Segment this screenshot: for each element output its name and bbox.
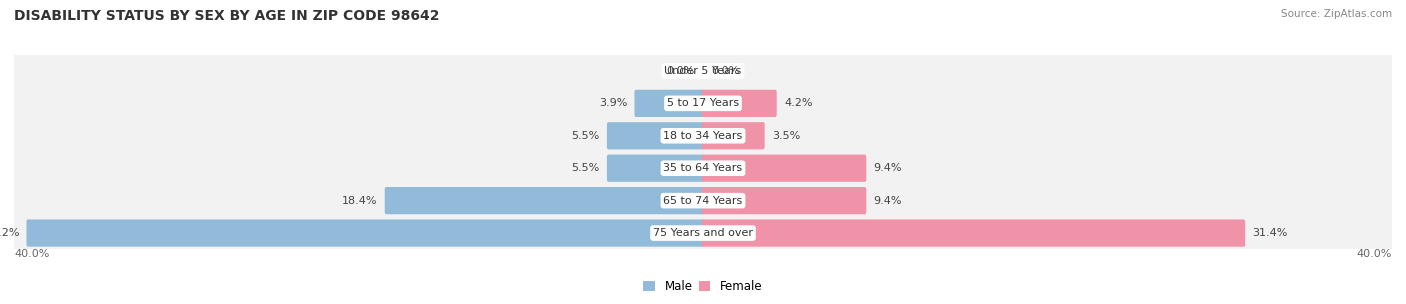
- FancyBboxPatch shape: [27, 219, 704, 247]
- Text: 40.0%: 40.0%: [14, 249, 49, 259]
- FancyBboxPatch shape: [10, 48, 1396, 94]
- FancyBboxPatch shape: [702, 219, 1246, 247]
- FancyBboxPatch shape: [10, 178, 1396, 224]
- Text: 75 Years and over: 75 Years and over: [652, 228, 754, 238]
- FancyBboxPatch shape: [385, 187, 704, 214]
- Text: 9.4%: 9.4%: [873, 163, 903, 173]
- Text: 65 to 74 Years: 65 to 74 Years: [664, 196, 742, 206]
- FancyBboxPatch shape: [8, 174, 1398, 227]
- Text: 3.5%: 3.5%: [772, 131, 800, 141]
- FancyBboxPatch shape: [8, 109, 1398, 162]
- FancyBboxPatch shape: [8, 77, 1398, 130]
- FancyBboxPatch shape: [634, 90, 704, 117]
- Text: 40.0%: 40.0%: [1357, 249, 1392, 259]
- Legend: Male, Female: Male, Female: [638, 275, 768, 298]
- Text: 0.0%: 0.0%: [711, 66, 740, 76]
- FancyBboxPatch shape: [702, 155, 866, 182]
- Text: 9.4%: 9.4%: [873, 196, 903, 206]
- FancyBboxPatch shape: [10, 113, 1396, 159]
- Text: 35 to 64 Years: 35 to 64 Years: [664, 163, 742, 173]
- Text: Source: ZipAtlas.com: Source: ZipAtlas.com: [1281, 9, 1392, 19]
- FancyBboxPatch shape: [702, 122, 765, 149]
- Text: 0.0%: 0.0%: [666, 66, 695, 76]
- FancyBboxPatch shape: [8, 142, 1398, 195]
- Text: 5.5%: 5.5%: [571, 163, 599, 173]
- FancyBboxPatch shape: [10, 145, 1396, 191]
- Text: 18.4%: 18.4%: [342, 196, 377, 206]
- FancyBboxPatch shape: [8, 45, 1398, 97]
- Text: 5 to 17 Years: 5 to 17 Years: [666, 98, 740, 108]
- Text: DISABILITY STATUS BY SEX BY AGE IN ZIP CODE 98642: DISABILITY STATUS BY SEX BY AGE IN ZIP C…: [14, 9, 440, 23]
- FancyBboxPatch shape: [607, 122, 704, 149]
- Text: 3.9%: 3.9%: [599, 98, 627, 108]
- Text: 18 to 34 Years: 18 to 34 Years: [664, 131, 742, 141]
- FancyBboxPatch shape: [702, 187, 866, 214]
- Text: 39.2%: 39.2%: [0, 228, 20, 238]
- Text: 5.5%: 5.5%: [571, 131, 599, 141]
- Text: Under 5 Years: Under 5 Years: [665, 66, 741, 76]
- FancyBboxPatch shape: [8, 207, 1398, 259]
- FancyBboxPatch shape: [10, 80, 1396, 126]
- FancyBboxPatch shape: [10, 210, 1396, 256]
- FancyBboxPatch shape: [607, 155, 704, 182]
- FancyBboxPatch shape: [702, 90, 776, 117]
- Text: 4.2%: 4.2%: [785, 98, 813, 108]
- Text: 31.4%: 31.4%: [1253, 228, 1288, 238]
